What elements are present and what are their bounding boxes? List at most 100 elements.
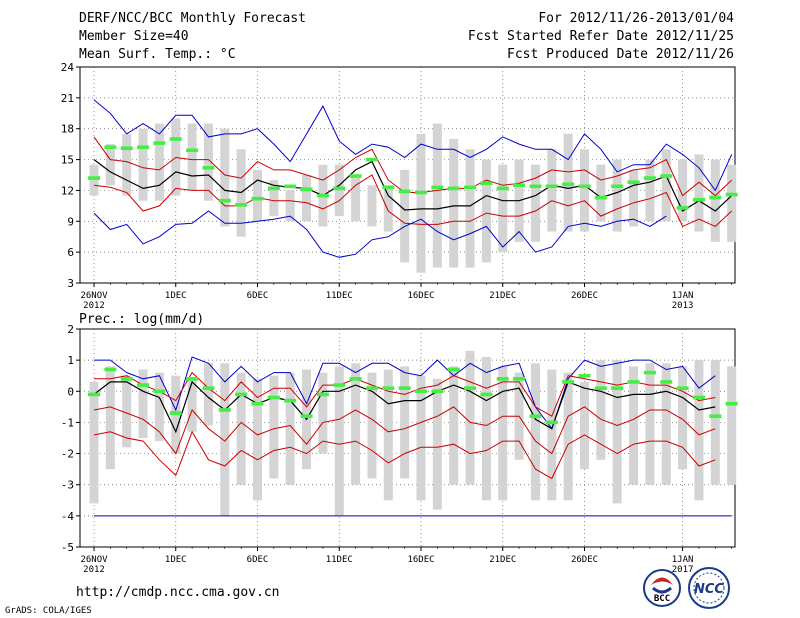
prec-ensemble-box	[253, 378, 262, 501]
temp-ensemble-box	[203, 123, 213, 201]
prec-median-marker	[398, 386, 411, 390]
prec-ensemble-box	[530, 363, 540, 501]
temp-median-marker	[267, 186, 280, 191]
temp-median-marker	[120, 146, 133, 151]
temp-ensemble-box	[465, 149, 475, 268]
prec-ensemble-box	[334, 366, 344, 516]
temp-ensemble-box	[269, 180, 279, 217]
prec-median-marker	[316, 392, 329, 397]
grads-credit: GrADS: COLA/IGES	[5, 606, 92, 616]
prec-median-marker	[251, 401, 264, 406]
forecast-period: For 2012/11/26-2013/01/04	[538, 11, 734, 26]
prec-median-marker	[545, 420, 558, 425]
temp-median-marker	[643, 176, 656, 180]
temp-ensemble-box	[580, 149, 589, 232]
prec-ensemble-box	[645, 363, 655, 485]
temp-x-tick-label: 16DEC	[407, 291, 434, 301]
temp-median-marker	[676, 206, 689, 210]
prec-median-marker	[267, 395, 280, 400]
temp-ensemble-box	[285, 190, 295, 222]
prec-median-marker	[480, 392, 493, 397]
temp-median-marker	[88, 176, 100, 180]
prec-ensemble-box	[154, 372, 164, 442]
prec-ensemble-box	[661, 363, 671, 485]
prec-median-marker	[382, 386, 395, 390]
temp-max-line	[93, 99, 733, 192]
prec-ensemble-box	[580, 381, 589, 470]
precipitation-panel-title: Prec.: log(mm/d)	[79, 312, 204, 327]
prec-median-marker	[464, 386, 477, 390]
temp-y-tick-label: 9	[67, 215, 74, 228]
temp-ensemble-box	[727, 164, 737, 242]
temp-min-line	[93, 210, 667, 258]
temp-ensemble-box	[645, 159, 655, 222]
prec-ensemble-box	[563, 372, 573, 501]
temp-ensemble-box	[138, 128, 148, 201]
ncc-logo-text: NCC	[694, 582, 724, 597]
temp-median-marker	[316, 193, 329, 198]
prec-median-marker	[218, 408, 231, 412]
temp-ensemble-box	[400, 169, 410, 263]
temp-median-marker	[611, 184, 624, 189]
prec-ensemble-box	[236, 372, 246, 485]
prec-y-tick-label: 1	[67, 354, 74, 367]
prec-median-marker	[284, 398, 297, 403]
temp-median-marker	[415, 190, 427, 195]
temp-median-marker	[251, 196, 264, 201]
prec-x-tick-label: 16DEC	[407, 555, 434, 565]
prec-ensemble-box	[122, 375, 132, 448]
temperature-panel: Mean Surf. Temp.: °C 369121518212426NOV2…	[61, 47, 738, 311]
prec-ensemble-box	[318, 372, 328, 454]
temp-median-marker	[153, 141, 166, 145]
prec-median-marker	[725, 401, 738, 406]
prec-median-marker	[562, 380, 575, 384]
temp-median-marker	[202, 166, 215, 170]
prec-median-marker	[692, 395, 705, 400]
temp-median-marker	[447, 186, 460, 191]
prec-median-marker	[496, 377, 509, 381]
prec-median-marker	[660, 380, 673, 384]
temp-median-marker	[725, 192, 738, 197]
prec-median-marker	[153, 389, 166, 394]
prec-ensemble-box	[465, 350, 475, 485]
temp-ensemble-box	[661, 149, 671, 222]
prec-median-marker	[709, 414, 722, 418]
prec-ensemble-box	[383, 369, 393, 501]
temp-median-marker	[480, 181, 493, 186]
prec-median-marker	[202, 386, 215, 390]
temp-ensemble-box	[220, 128, 230, 227]
temp-median-marker	[365, 157, 378, 162]
prec-median-marker	[676, 386, 689, 390]
prec-ensemble-box	[449, 366, 459, 485]
prec-ensemble-box	[269, 375, 279, 479]
prec-median-marker	[349, 377, 362, 381]
temp-median-marker	[513, 183, 526, 188]
temp-ensemble-box	[547, 149, 557, 232]
temp-x-tick-label: 6DEC	[247, 291, 269, 301]
prec-x-tick-label: 6DEC	[247, 555, 269, 565]
prec-median-marker	[333, 383, 346, 387]
temp-median-marker	[398, 189, 411, 194]
prec-y-tick-label: -2	[61, 448, 74, 461]
temp-median-marker	[562, 182, 575, 187]
temp-x-tick-label: 1DEC	[165, 291, 187, 301]
fcst-produced-date: Fcst Produced Date 2012/11/26	[507, 47, 734, 62]
temp-ensemble-box	[678, 159, 688, 222]
prec-y-tick-label: 0	[67, 385, 74, 398]
temp-mean-line	[93, 159, 733, 212]
temp-ensemble-box	[253, 169, 262, 222]
bcc-logo: BCC	[643, 569, 681, 607]
prec-median-marker	[529, 414, 542, 418]
prec-lower-bound-line	[93, 430, 716, 480]
prec-ensemble-box	[481, 357, 491, 501]
prec-y-tick-label: -5	[61, 541, 74, 554]
prec-median-marker	[513, 377, 526, 381]
temp-median-marker	[627, 180, 640, 184]
temp-x-tick-label: 1JAN	[672, 291, 694, 301]
prec-y-tick-label: -3	[61, 479, 74, 492]
prec-median-marker	[643, 370, 656, 375]
temp-median-marker	[333, 186, 346, 191]
prec-y-tick-label: 2	[67, 323, 74, 336]
prec-ensemble-box	[596, 360, 606, 460]
